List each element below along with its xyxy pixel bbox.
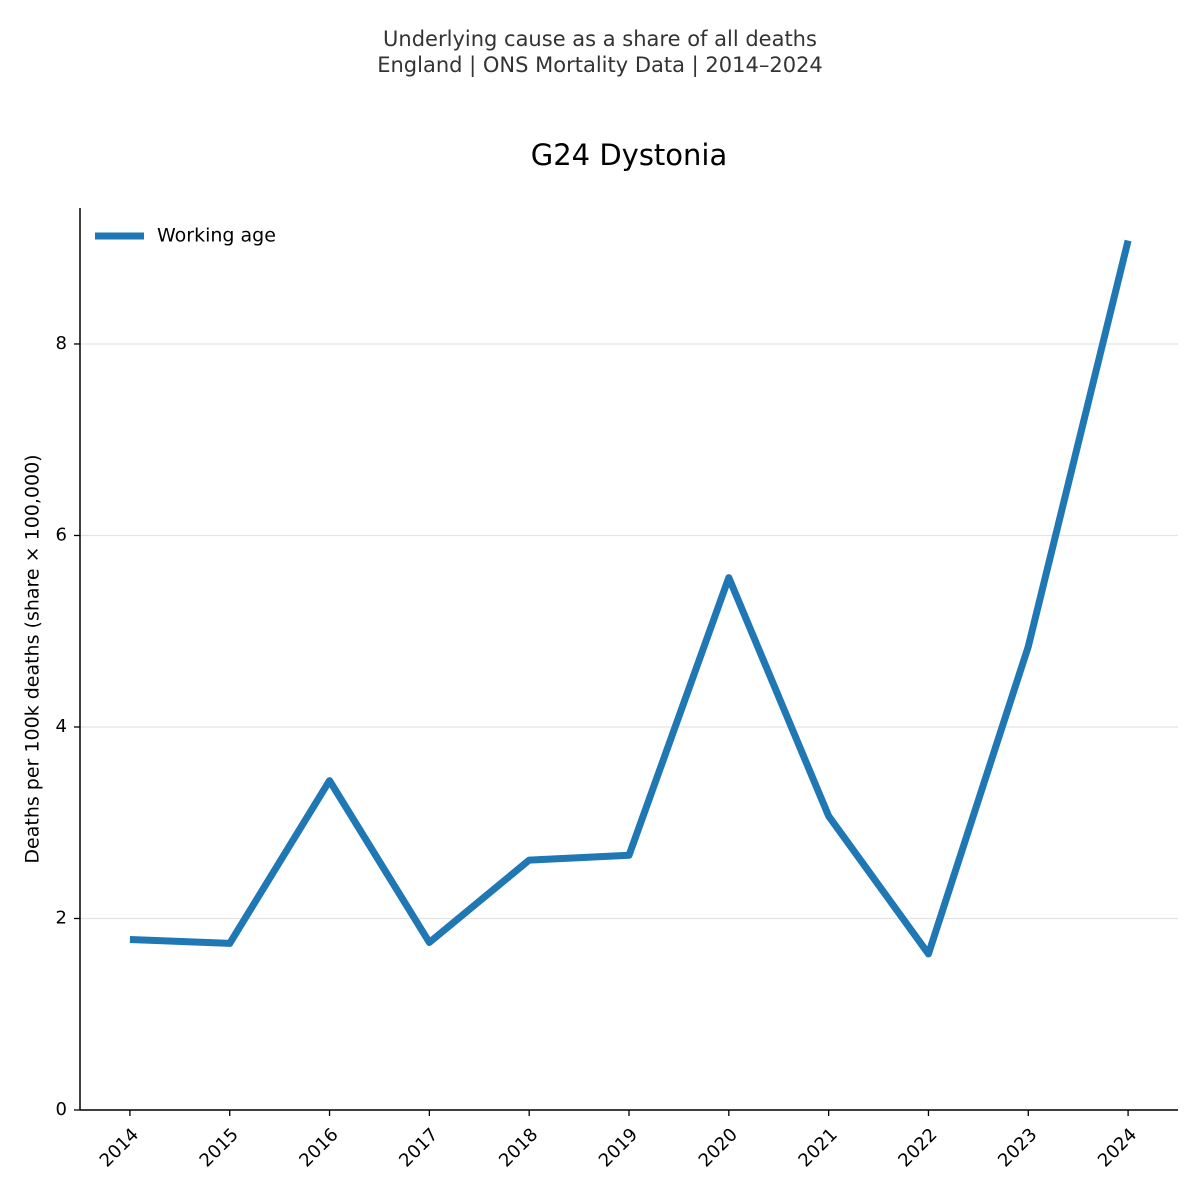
x-tick-label: 2020: [695, 1124, 742, 1171]
y-axis-label: Deaths per 100k deaths (share × 100,000): [22, 454, 44, 863]
x-tick-label: 2015: [196, 1124, 243, 1171]
x-tick-label: 2014: [96, 1124, 143, 1171]
x-tick-label: 2017: [395, 1124, 442, 1171]
legend-label: Working age: [157, 225, 276, 247]
chart-title: G24 Dystonia: [531, 138, 728, 172]
y-tick-label: 4: [56, 716, 67, 737]
y-tick-label: 2: [56, 907, 67, 928]
chart-suptitle: Underlying cause as a share of all death…: [383, 27, 817, 51]
x-tick-label: 2019: [595, 1124, 642, 1171]
y-tick-label: 0: [56, 1099, 67, 1120]
y-tick-label: 6: [56, 524, 67, 545]
x-tick-label: 2024: [1094, 1124, 1141, 1171]
x-tick-label: 2016: [295, 1124, 342, 1171]
x-tick-label: 2022: [894, 1124, 941, 1171]
x-tick-label: 2023: [994, 1124, 1041, 1171]
y-tick-label: 8: [56, 333, 67, 354]
line: [129, 239, 1132, 958]
chart-suptitle: England | ONS Mortality Data | 2014–2024: [377, 53, 823, 78]
x-tick-label: 2021: [794, 1124, 841, 1171]
x-tick-label: 2018: [495, 1124, 542, 1171]
